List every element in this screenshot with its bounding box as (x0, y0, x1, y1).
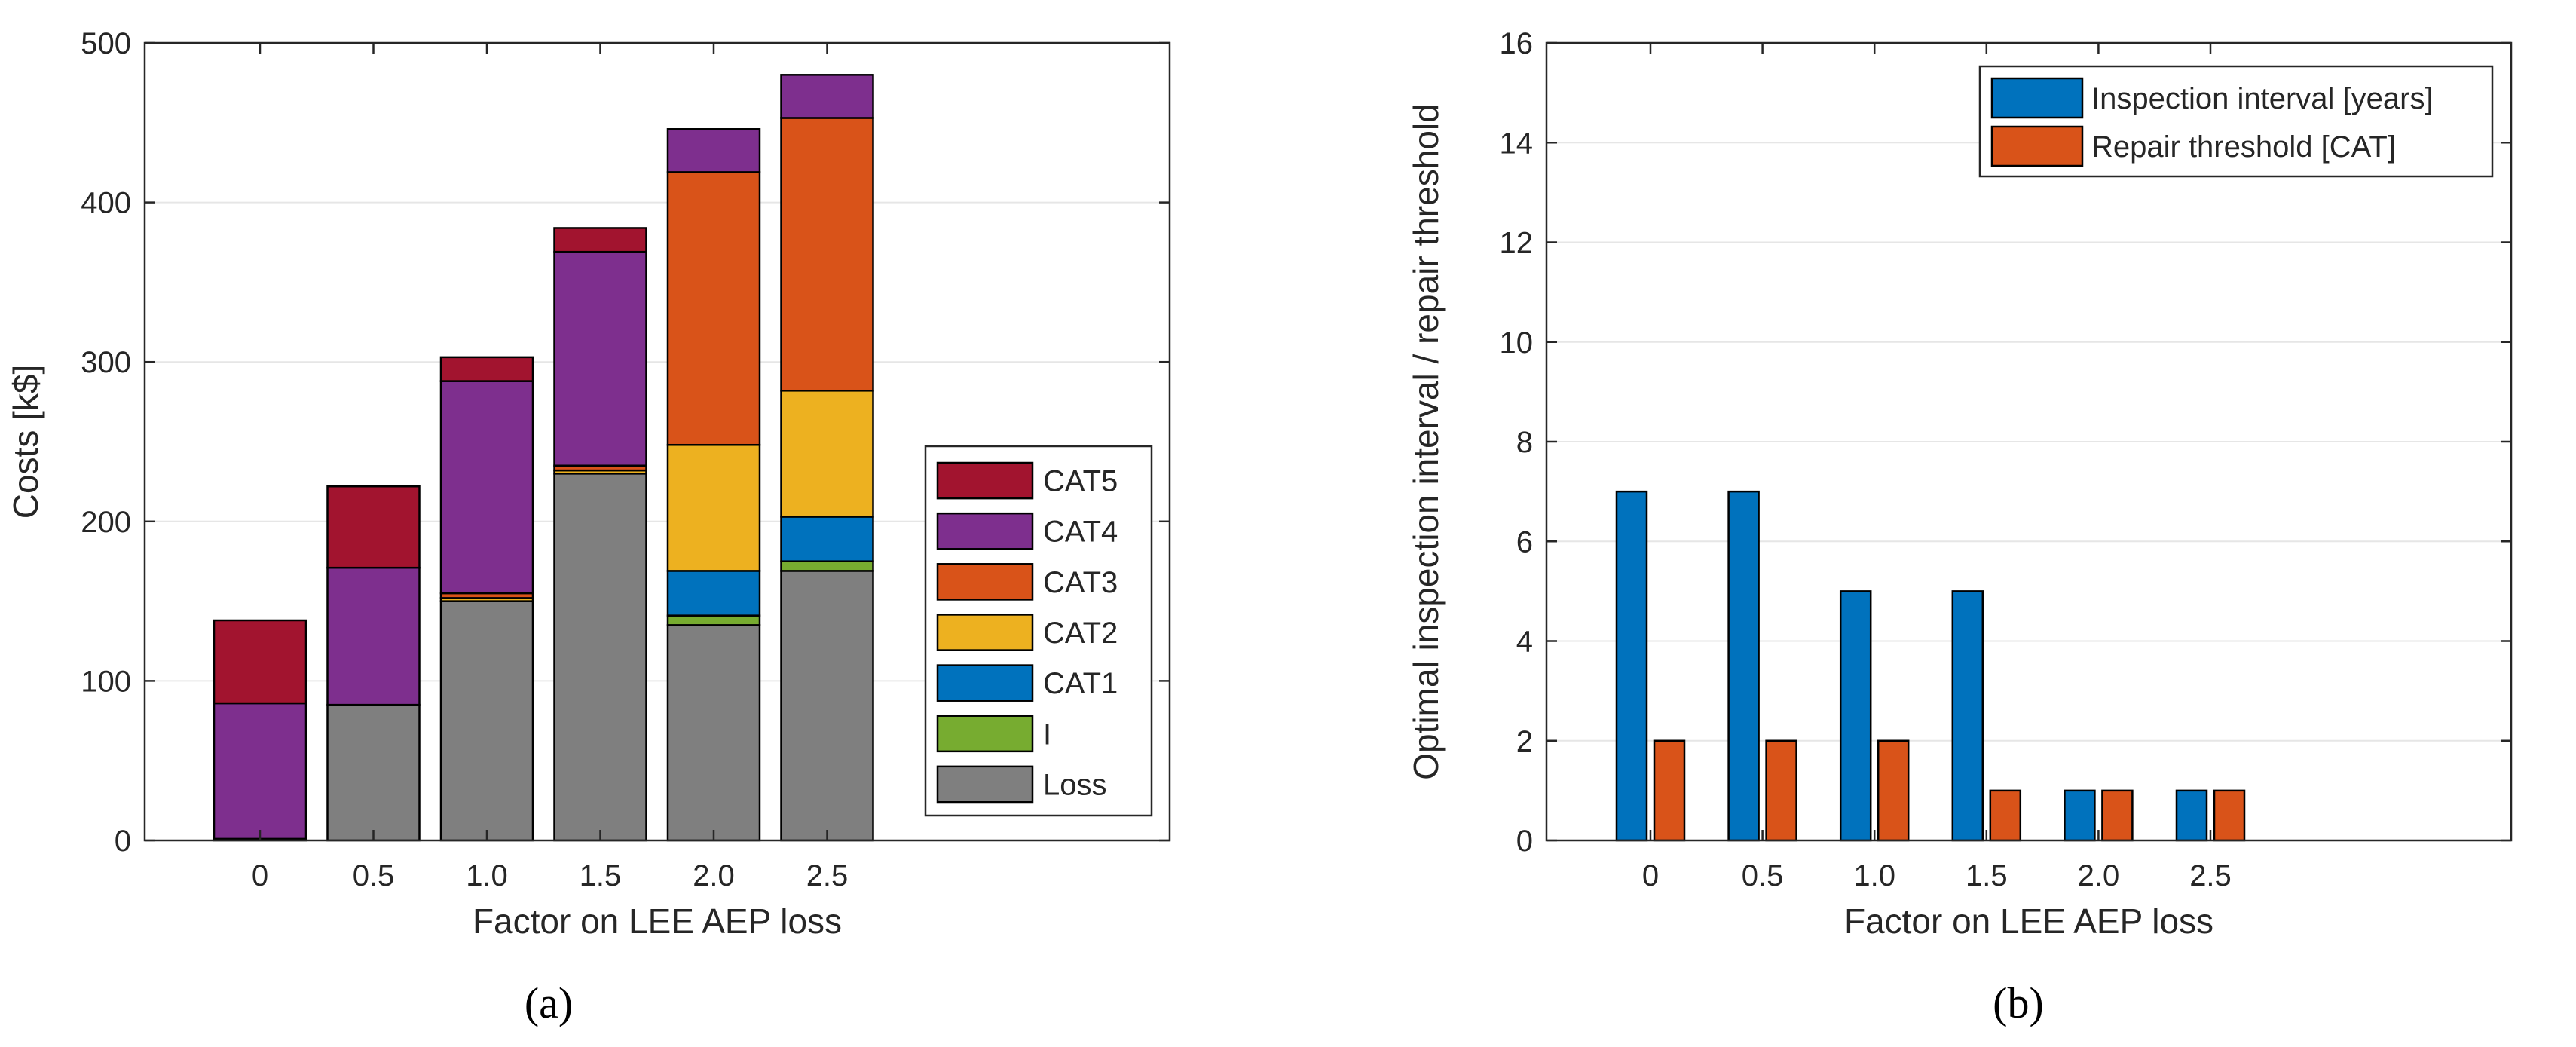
bar-repair-threshold (1653, 739, 1686, 842)
bar-segment-cat1 (666, 570, 761, 617)
bar-repair-threshold (1877, 739, 1910, 842)
legend-label-cat3: CAT3 (1043, 566, 1118, 599)
bar-inspection-interval (1615, 490, 1648, 842)
y-tick-label: 16 (1500, 27, 1534, 60)
legend-label-repair-threshold: Repair threshold [CAT] (2091, 130, 2396, 164)
bar-segment-cat4 (666, 128, 761, 173)
bar-segment-cat4 (439, 380, 534, 595)
y-tick-label: 300 (81, 346, 131, 379)
x-tick-label: 1.0 (466, 859, 508, 892)
bar-segment-loss (326, 703, 421, 842)
bar-segment-loss (666, 624, 761, 842)
y-tick-label: 100 (81, 665, 131, 698)
bar-segment-cat5 (213, 619, 307, 705)
x-tick-label: 2.0 (2078, 859, 2120, 892)
legend-swatch-cat2 (936, 614, 1034, 651)
legend-label-cat1: CAT1 (1043, 667, 1118, 700)
bar-segment-cat5 (553, 227, 647, 253)
bar-inspection-interval (2064, 789, 2096, 842)
bar-segment-loss (553, 473, 647, 842)
legend-swatch-loss (936, 765, 1034, 804)
y-tick-label: 400 (81, 187, 131, 220)
y-tick-label: 0 (115, 825, 131, 858)
bar-segment-cat4 (326, 566, 421, 706)
caption: (b) (1993, 978, 2044, 1027)
bar-segment-cat4 (213, 702, 307, 840)
y-tick-label: 14 (1500, 127, 1534, 160)
bar-segment-cat1 (780, 516, 874, 562)
legend-label-loss: Loss (1043, 768, 1107, 801)
y-tick-label: 0 (1516, 825, 1533, 858)
y-tick-label: 4 (1516, 626, 1533, 659)
x-tick-label: 0.5 (1742, 859, 1784, 892)
x-tick-label: 2.5 (806, 859, 849, 892)
chart-b: 0 2 4 6 8 10 12 14 16 0 0.5 1.0 1.5 2.0 2.5 Factor on L… (1406, 27, 2513, 1027)
legend-label-inspection-interval: Inspection interval [years] (2091, 82, 2434, 115)
legend-swatch-repair-threshold (1990, 125, 2084, 167)
y-axis-label: Optimal inspection interval / repair thr… (1406, 103, 1446, 779)
bar-segment-cat3 (780, 117, 874, 392)
bar-segment-cat5 (439, 356, 534, 382)
bar-segment-cat3 (666, 171, 761, 446)
y-tick-label: 500 (81, 27, 131, 60)
y-tick-label: 200 (81, 506, 131, 539)
bar-segment-i (666, 614, 761, 626)
chart-a: 0 100 200 300 400 500 0 0.5 1.0 1.5 2.0 2.5 Factor o… (6, 27, 1171, 1027)
x-tick-label: 2.5 (2189, 859, 2232, 892)
bar-segment-cat2 (666, 443, 761, 572)
x-tick-label: 0 (252, 859, 268, 892)
x-tick-label: 2.0 (693, 859, 735, 892)
x-axis-label: Factor on LEE AEP loss (473, 902, 842, 941)
y-axis-label: Costs [k$] (6, 365, 45, 519)
bar-segment-cat5 (326, 485, 421, 569)
bar-segment-loss (439, 600, 534, 842)
y-tick-label: 10 (1500, 326, 1534, 360)
legend-swatch-inspection-interval (1990, 77, 2084, 119)
legend-swatch-cat5 (936, 461, 1034, 500)
caption: (a) (525, 978, 573, 1027)
bar-inspection-interval (1727, 490, 1760, 842)
bar-repair-threshold (2101, 789, 2134, 842)
bar-repair-threshold (1989, 789, 2022, 842)
x-axis-label: Factor on LEE AEP loss (1844, 902, 2213, 941)
x-tick-label: 0.5 (353, 859, 395, 892)
x-tick-label: 0 (1642, 859, 1659, 892)
legend-label-cat5: CAT5 (1043, 465, 1118, 498)
bar-segment-cat4 (553, 250, 647, 467)
x-tick-label: 1.5 (580, 859, 622, 892)
legend-swatch-cat3 (936, 563, 1034, 601)
bar-repair-threshold (2213, 789, 2246, 842)
y-tick-label: 12 (1500, 227, 1534, 260)
legend-swatch-i (936, 715, 1034, 753)
y-tick-label: 6 (1516, 525, 1533, 559)
x-tick-label: 1.5 (1966, 859, 2008, 892)
y-tick-label: 8 (1516, 426, 1533, 459)
bar-inspection-interval (1839, 590, 1872, 842)
legend-label-i: I (1043, 718, 1051, 751)
bar-inspection-interval (2175, 789, 2208, 842)
bar-repair-threshold (1765, 739, 1797, 842)
bar-segment-loss (780, 570, 874, 842)
legend-label-cat2: CAT2 (1043, 617, 1118, 650)
bar-inspection-interval (1951, 590, 1984, 842)
legend-swatch-cat4 (936, 512, 1034, 550)
bar-segment-cat2 (780, 390, 874, 518)
x-tick-label: 1.0 (1853, 859, 1895, 892)
y-tick-label: 2 (1516, 725, 1533, 758)
legend-label-cat4: CAT4 (1043, 516, 1118, 549)
legend-swatch-cat1 (936, 664, 1034, 702)
bar-segment-cat4 (780, 74, 874, 119)
bar-segment-i (780, 560, 874, 572)
axes-frame (143, 41, 1171, 842)
